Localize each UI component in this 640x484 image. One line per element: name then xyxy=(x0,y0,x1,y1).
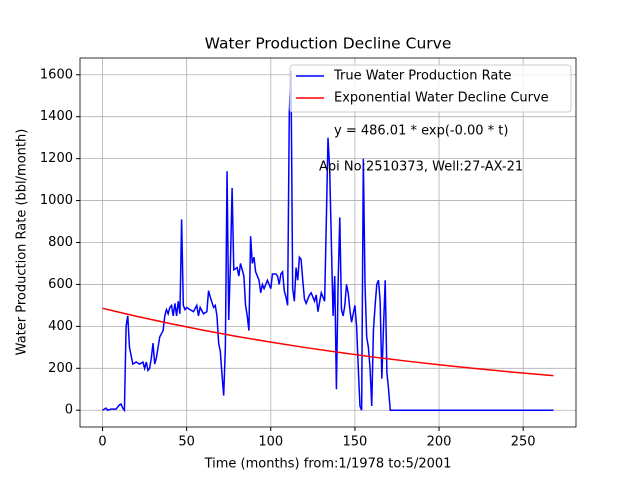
y-tick-label: 1200 xyxy=(40,151,73,166)
chart-title: Water Production Decline Curve xyxy=(205,35,452,53)
annotation: Api No:2510373, Well:27-AX-21 xyxy=(319,160,523,175)
x-tick-label: 150 xyxy=(343,435,368,450)
y-tick-label: 200 xyxy=(48,361,73,376)
y-axis-label: Water Production Rate (bbl/month) xyxy=(15,129,30,356)
x-tick-label: 100 xyxy=(258,435,283,450)
x-tick-label: 50 xyxy=(178,435,195,450)
annotation: y = 486.01 * exp(-0.00 * t) xyxy=(334,124,508,139)
y-tick-label: 1600 xyxy=(40,67,73,82)
series-line xyxy=(102,307,554,377)
y-tick-label: 400 xyxy=(48,319,73,334)
x-tick-label: 200 xyxy=(427,435,452,450)
x-tick-label: 250 xyxy=(511,435,536,450)
series-line xyxy=(102,70,554,413)
x-tick-label: 0 xyxy=(98,435,106,450)
legend-label: True Water Production Rate xyxy=(333,69,511,84)
y-tick-label: 1000 xyxy=(40,193,73,208)
y-tick-label: 800 xyxy=(48,235,73,250)
y-tick-label: 600 xyxy=(48,277,73,292)
legend-box xyxy=(289,64,572,113)
y-tick-label: 0 xyxy=(65,403,73,418)
x-axis-label: Time (months) from:1/1978 to:5/2001 xyxy=(204,457,452,472)
plot-frame xyxy=(79,57,577,428)
legend-label: Exponential Water Decline Curve xyxy=(334,91,549,106)
y-tick-label: 1400 xyxy=(40,109,73,124)
